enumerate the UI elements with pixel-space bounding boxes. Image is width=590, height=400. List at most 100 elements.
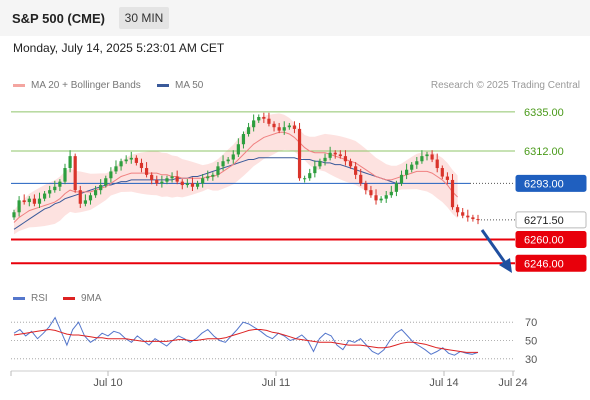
candle-body: [185, 183, 189, 186]
rsi-ma-line: [13, 328, 478, 353]
candle-body: [37, 198, 42, 204]
time-tick-Jul-14: Jul 14: [429, 377, 458, 389]
rsi-tick-30: 30: [525, 354, 537, 366]
candle-body: [124, 159, 128, 162]
candles: [12, 112, 480, 225]
candle-body: [134, 157, 138, 163]
candle-body: [206, 176, 210, 179]
ma9-swatch: [63, 296, 75, 300]
candle-body: [435, 159, 439, 169]
candle-body: [42, 193, 47, 199]
candle-body: [466, 215, 470, 218]
candle-body: [63, 168, 67, 182]
candle-body: [119, 161, 123, 167]
level-box-6271.50: [515, 211, 587, 229]
candle-body: [287, 125, 291, 128]
candle-body: [471, 217, 475, 220]
title-bar: [0, 0, 590, 36]
candle-body: [139, 162, 144, 169]
candle-body: [262, 117, 266, 119]
legend-ma20-label: MA 20 + Bollinger Bands: [31, 80, 141, 91]
candle-body: [399, 174, 404, 184]
level-label-6271.50: 6271.50: [524, 215, 564, 227]
candle-body: [73, 156, 77, 191]
candle-body: [48, 190, 52, 194]
candle-body: [175, 176, 179, 182]
candle-body: [389, 191, 393, 196]
candle-body: [99, 185, 103, 191]
candle-body: [292, 125, 297, 129]
rsi-tick-70: 70: [525, 317, 537, 329]
candle-body: [114, 166, 118, 172]
candle-body: [252, 120, 256, 128]
candle-body: [374, 195, 378, 201]
candle-body: [394, 183, 399, 192]
legend-9ma: 9MA: [63, 293, 102, 304]
candle-body: [27, 198, 31, 203]
time-tick-Jul-24: Jul 24: [498, 377, 527, 389]
candle-body: [155, 179, 159, 184]
candle-body: [236, 144, 240, 155]
candle-body: [303, 178, 307, 180]
candle-body: [226, 159, 230, 162]
candle-body: [338, 154, 342, 157]
candle-body: [129, 157, 133, 160]
candle-body: [282, 127, 286, 131]
candle-body: [221, 161, 225, 167]
candle-body: [88, 195, 93, 201]
legend-ma50: MA 50: [157, 80, 203, 91]
candle-body: [165, 178, 169, 182]
candle-body: [420, 156, 424, 162]
candle-body: [369, 190, 373, 196]
rsi-swatch: [13, 296, 25, 300]
candle-body: [68, 156, 72, 169]
level-box-6293.00: [515, 174, 587, 192]
candle-body: [93, 190, 98, 196]
level-label-6293.00: 6293.00: [524, 178, 564, 190]
candle-body: [277, 127, 281, 131]
candle-body: [364, 183, 368, 191]
forecast-arrow-head: [499, 258, 512, 273]
level-box-6260.00: [515, 230, 587, 248]
candle-body: [180, 181, 184, 186]
candle-body: [83, 200, 87, 204]
candle-body: [461, 212, 465, 216]
ma50-swatch: [157, 83, 169, 87]
candle-body: [78, 190, 82, 204]
legend-ma20: MA 20 + Bollinger Bands: [13, 80, 141, 91]
candle-body: [476, 219, 480, 221]
rsi-line: [13, 316, 479, 356]
rsi-tick-50: 50: [525, 336, 537, 348]
candle-body: [17, 200, 21, 213]
candle-body: [456, 207, 460, 213]
candle-body: [170, 176, 174, 179]
level-label-6246.00: 6246.00: [524, 258, 564, 270]
candle-body: [384, 195, 388, 199]
candle-body: [343, 156, 348, 162]
candle-body: [445, 176, 450, 180]
candle-body: [241, 134, 246, 145]
level-box-6246.00: [515, 254, 587, 272]
candle-body: [150, 174, 154, 180]
candle-body: [323, 157, 327, 162]
candle-body: [231, 154, 235, 160]
candle-body: [216, 166, 220, 175]
candle-body: [109, 171, 113, 179]
candle-body: [190, 183, 195, 187]
candle-body: [297, 128, 302, 179]
candle-body: [104, 178, 108, 186]
credit-text: Research © 2025 Trading Central: [430, 80, 580, 91]
candle-body: [201, 178, 205, 184]
candle-body: [379, 198, 383, 201]
legend-rsi: RSI: [13, 293, 48, 304]
time-tick-Jul-10: Jul 10: [93, 377, 122, 389]
timeframe-button[interactable]: 30 MIN: [119, 7, 169, 29]
level-label-6312.00: 6312.00: [524, 146, 564, 158]
candle-body: [195, 183, 200, 187]
candle-body: [257, 117, 261, 121]
candle-body: [405, 169, 409, 175]
candle-body: [425, 154, 429, 157]
level-label-6260.00: 6260.00: [524, 234, 564, 246]
candle-body: [333, 152, 337, 155]
